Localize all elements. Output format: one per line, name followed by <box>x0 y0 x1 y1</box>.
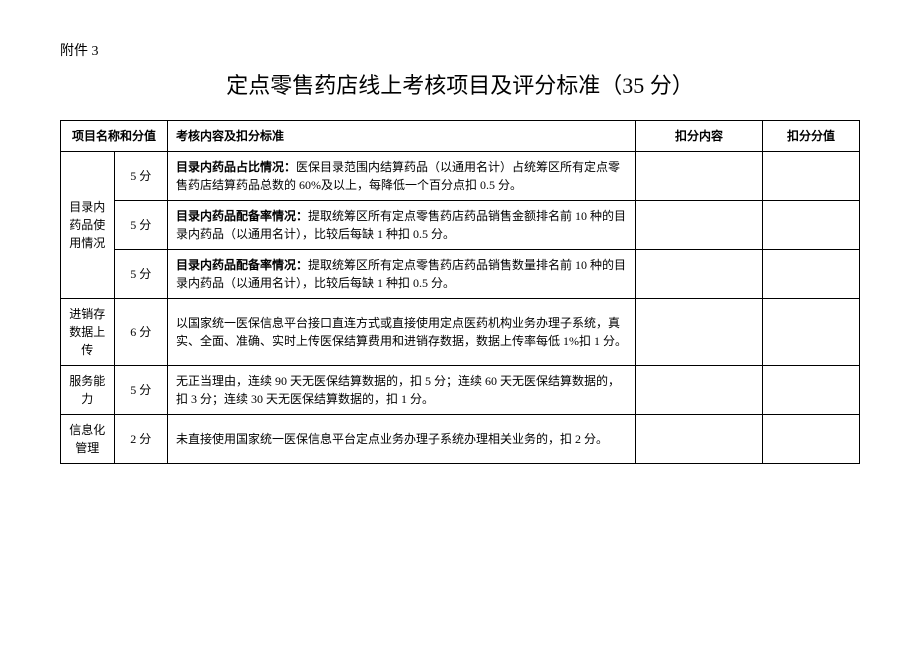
header-content: 考核内容及扣分标准 <box>168 121 636 152</box>
category-cell: 目录内药品使用情况 <box>61 152 115 299</box>
score-cell: 6 分 <box>114 299 168 366</box>
deduct-content-cell <box>636 250 763 299</box>
header-category: 项目名称和分值 <box>61 121 168 152</box>
deduct-content-cell <box>636 366 763 415</box>
deduct-value-cell <box>763 299 860 366</box>
score-cell: 5 分 <box>114 366 168 415</box>
content-bold-prefix: 目录内药品配备率情况： <box>176 258 308 272</box>
deduct-content-cell <box>636 152 763 201</box>
deduct-content-cell <box>636 201 763 250</box>
content-bold-prefix: 目录内药品占比情况： <box>176 160 296 174</box>
table-header-row: 项目名称和分值 考核内容及扣分标准 扣分内容 扣分分值 <box>61 121 860 152</box>
score-cell: 5 分 <box>114 250 168 299</box>
content-bold-prefix: 目录内药品配备率情况： <box>176 209 308 223</box>
table-row: 信息化管理2 分未直接使用国家统一医保信息平台定点业务办理子系统办理相关业务的，… <box>61 415 860 464</box>
deduct-content-cell <box>636 299 763 366</box>
content-text: 无正当理由，连续 90 天无医保结算数据的，扣 5 分；连续 60 天无医保结算… <box>176 374 620 406</box>
content-cell: 目录内药品占比情况：医保目录范围内结算药品（以通用名计）占统筹区所有定点零售药店… <box>168 152 636 201</box>
deduct-value-cell <box>763 250 860 299</box>
deduct-value-cell <box>763 201 860 250</box>
header-deduct-content: 扣分内容 <box>636 121 763 152</box>
category-cell: 进销存数据上传 <box>61 299 115 366</box>
attachment-label: 附件 3 <box>60 40 860 60</box>
content-text: 未直接使用国家统一医保信息平台定点业务办理子系统办理相关业务的，扣 2 分。 <box>176 432 608 446</box>
category-cell: 信息化管理 <box>61 415 115 464</box>
assessment-table: 项目名称和分值 考核内容及扣分标准 扣分内容 扣分分值 目录内药品使用情况5 分… <box>60 120 860 464</box>
score-cell: 5 分 <box>114 152 168 201</box>
table-row: 进销存数据上传6 分以国家统一医保信息平台接口直连方式或直接使用定点医药机构业务… <box>61 299 860 366</box>
content-cell: 无正当理由，连续 90 天无医保结算数据的，扣 5 分；连续 60 天无医保结算… <box>168 366 636 415</box>
table-row: 目录内药品使用情况5 分目录内药品占比情况：医保目录范围内结算药品（以通用名计）… <box>61 152 860 201</box>
score-cell: 5 分 <box>114 201 168 250</box>
deduct-value-cell <box>763 366 860 415</box>
deduct-value-cell <box>763 415 860 464</box>
content-text: 以国家统一医保信息平台接口直连方式或直接使用定点医药机构业务办理子系统，真实、全… <box>176 316 627 348</box>
page-title: 定点零售药店线上考核项目及评分标准（35 分） <box>60 68 860 100</box>
content-cell: 目录内药品配备率情况：提取统筹区所有定点零售药店药品销售金额排名前 10 种的目… <box>168 201 636 250</box>
deduct-value-cell <box>763 152 860 201</box>
content-cell: 以国家统一医保信息平台接口直连方式或直接使用定点医药机构业务办理子系统，真实、全… <box>168 299 636 366</box>
table-row: 服务能力5 分无正当理由，连续 90 天无医保结算数据的，扣 5 分；连续 60… <box>61 366 860 415</box>
score-cell: 2 分 <box>114 415 168 464</box>
content-cell: 目录内药品配备率情况：提取统筹区所有定点零售药店药品销售数量排名前 10 种的目… <box>168 250 636 299</box>
deduct-content-cell <box>636 415 763 464</box>
category-cell: 服务能力 <box>61 366 115 415</box>
table-row: 5 分目录内药品配备率情况：提取统筹区所有定点零售药店药品销售数量排名前 10 … <box>61 250 860 299</box>
table-row: 5 分目录内药品配备率情况：提取统筹区所有定点零售药店药品销售金额排名前 10 … <box>61 201 860 250</box>
header-deduct-value: 扣分分值 <box>763 121 860 152</box>
content-cell: 未直接使用国家统一医保信息平台定点业务办理子系统办理相关业务的，扣 2 分。 <box>168 415 636 464</box>
